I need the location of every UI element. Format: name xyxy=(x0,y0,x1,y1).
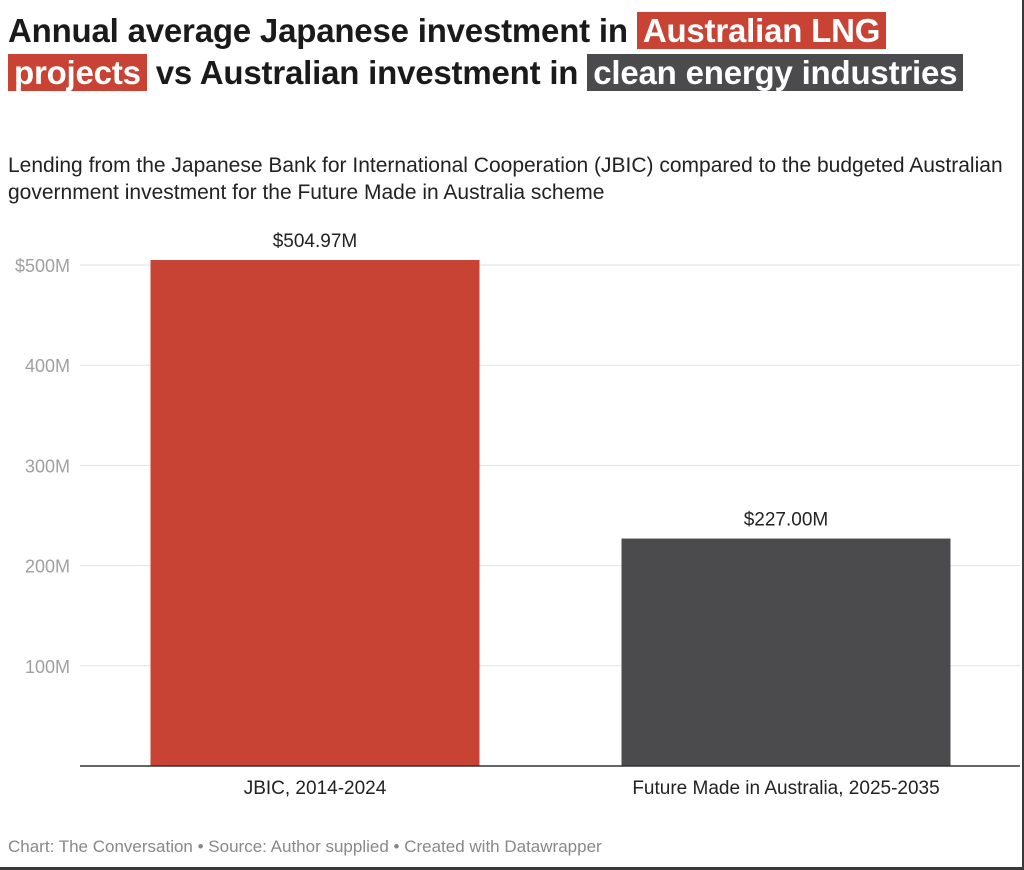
x-category-label: JBIC, 2014-2024 xyxy=(244,778,387,799)
bar-value-label: $504.97M xyxy=(273,231,358,252)
title-text: Annual average Japanese investment in xyxy=(8,12,637,49)
y-tick-label: 400M xyxy=(25,356,70,376)
title-highlight: clean energy industries xyxy=(587,54,964,91)
y-tick-label: 300M xyxy=(25,456,70,476)
y-tick-label: $500M xyxy=(15,256,70,276)
title-text: vs Australian investment in xyxy=(146,54,588,91)
bar-chart: 100M 200M 300M 400M $500M $504.97M JBIC, 2014-… xyxy=(15,231,1020,799)
y-tick-label: 200M xyxy=(25,557,70,577)
bar xyxy=(150,260,480,766)
chart-subtitle: Lending from the Japanese Bank for Inter… xyxy=(8,154,1003,204)
chart-footer: Chart: The Conversation • Source: Author… xyxy=(8,837,602,856)
chart-title: Annual average Japanese investment in Au… xyxy=(8,10,998,94)
y-tick-label: 100M xyxy=(25,657,70,677)
x-category-label: Future Made in Australia, 2025-2035 xyxy=(632,778,939,799)
bar-value-label: $227.00M xyxy=(744,510,829,531)
bar xyxy=(621,538,951,766)
